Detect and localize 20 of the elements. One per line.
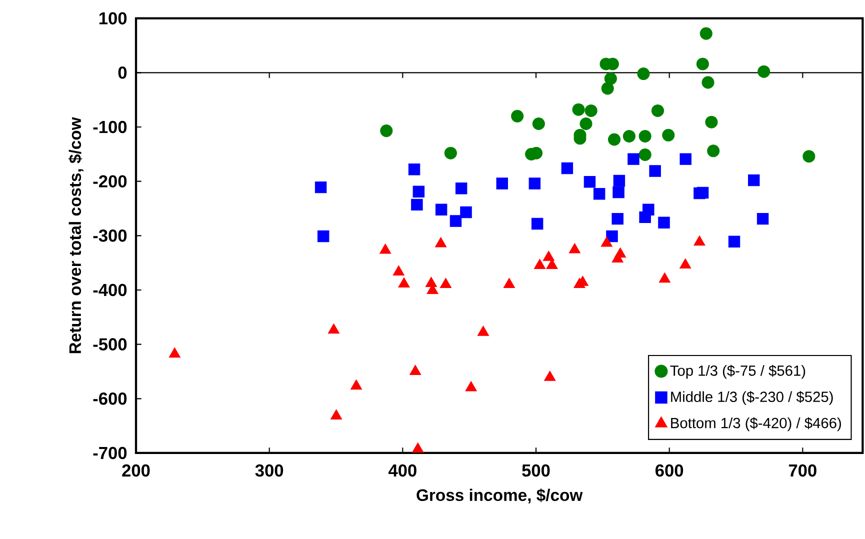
y-tick-label: -400 (93, 284, 127, 296)
y-tick-label: -600 (93, 392, 127, 405)
x-tick-label: 700 (788, 464, 816, 477)
x-tick-label: 200 (122, 464, 150, 477)
y-axis-title: Return over total costs, $/cow (68, 117, 84, 354)
legend-label: Bottom 1/3 ($-420) / $466) (671, 417, 841, 432)
legend-label: Top 1/3 ($-75 / $561) (670, 364, 806, 379)
y-tick-label: -100 (93, 120, 127, 134)
x-tick-label: 600 (656, 464, 684, 477)
y-tick-label: -300 (93, 230, 127, 242)
x-tick-label: 300 (255, 464, 284, 477)
y-tick-label: -200 (93, 175, 127, 188)
x-axis-title: Gross income, $/cow (416, 488, 583, 504)
y-tick-label: -700 (93, 446, 127, 460)
y-tick-label: 0 (118, 66, 127, 79)
x-tick-label: 500 (522, 464, 550, 477)
y-tick-label: -500 (93, 338, 127, 350)
x-tick-label: 400 (388, 464, 416, 477)
y-tick-label: 100 (99, 12, 127, 24)
legend-label: Middle 1/3 ($-230 / $525) (671, 391, 833, 405)
